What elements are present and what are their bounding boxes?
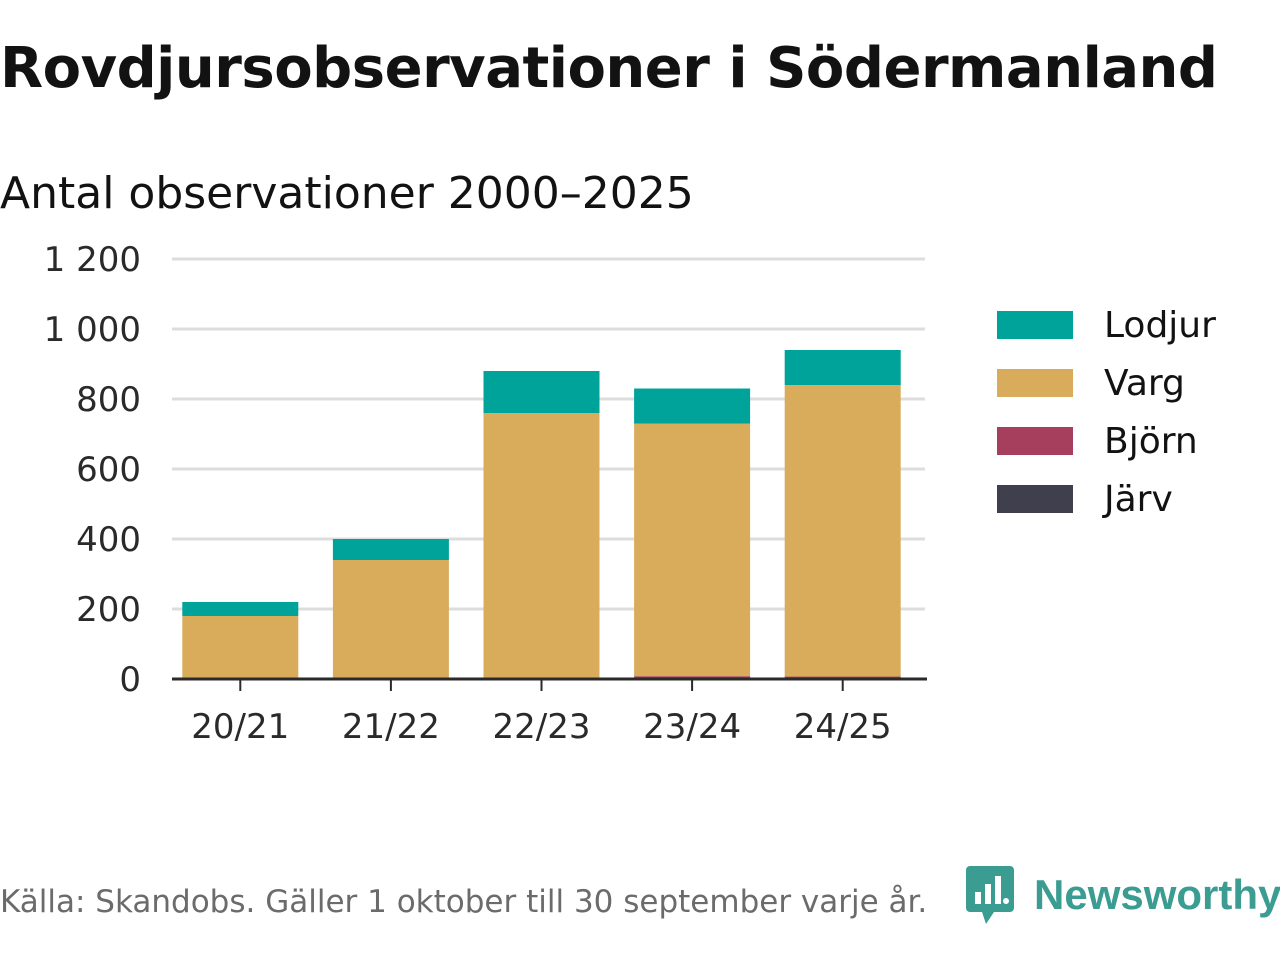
- y-tick-label: 1 200: [44, 240, 141, 280]
- legend: Lodjur Varg Björn Järv: [997, 296, 1216, 528]
- stacked-bar-chart: 0 200 400 600 800 1 000 1 200 20/21 21/22 22/23 23…: [44, 240, 927, 747]
- legend-item: Varg: [997, 354, 1216, 412]
- y-tick-label: 0: [119, 660, 141, 700]
- y-tick-label: 200: [76, 590, 141, 630]
- bar-segment-lodjur: [634, 388, 751, 424]
- y-tick-label: 400: [76, 520, 141, 560]
- axes: [172, 677, 927, 691]
- legend-swatch: [997, 485, 1073, 513]
- x-tick-label: 22/23: [493, 707, 591, 747]
- chart-subtitle: Antal observationer 2000–2025: [0, 168, 694, 219]
- bar-segment-varg: [634, 423, 751, 677]
- legend-label: Lodjur: [1104, 304, 1216, 346]
- bar-segment-lodjur: [332, 539, 449, 560]
- y-tick-label: 800: [76, 380, 141, 420]
- bar-segment-lodjur: [483, 371, 600, 413]
- bar-segment-varg: [332, 560, 449, 679]
- bar-segment-varg: [182, 616, 299, 679]
- legend-item: Järv: [997, 470, 1216, 528]
- bar-segment-lodjur: [182, 602, 299, 616]
- newsworthy-logo-icon: [966, 866, 1014, 924]
- bar-segment-varg: [784, 385, 901, 677]
- legend-label: Järv: [1104, 478, 1173, 520]
- x-tick-label: 24/25: [794, 707, 892, 747]
- bars: [182, 350, 901, 679]
- legend-swatch: [997, 427, 1073, 455]
- legend-swatch: [997, 311, 1073, 339]
- y-tick-label: 600: [76, 450, 141, 490]
- brand-name: Newsworthy: [1034, 871, 1280, 918]
- x-tick-label: 23/24: [643, 707, 741, 747]
- legend-item: Björn: [997, 412, 1216, 470]
- legend-label: Varg: [1104, 362, 1185, 404]
- legend-item: Lodjur: [997, 296, 1216, 354]
- y-tick-label: 1 000: [44, 310, 141, 350]
- legend-label: Björn: [1104, 420, 1198, 462]
- x-tick-label: 20/21: [191, 707, 289, 747]
- tick-labels: 0 200 400 600 800 1 000 1 200 20/21 21/22 22/23 23…: [44, 240, 892, 747]
- chart-title: Rovdjursobservationer i Södermanland: [0, 36, 1218, 101]
- bar-segment-varg: [483, 413, 600, 678]
- legend-swatch: [997, 369, 1073, 397]
- brand-logo: Newsworthy: [964, 864, 1280, 926]
- source-note: Källa: Skandobs. Gäller 1 oktober till 3…: [0, 884, 928, 920]
- bar-segment-lodjur: [784, 350, 901, 385]
- x-tick-label: 21/22: [342, 707, 440, 747]
